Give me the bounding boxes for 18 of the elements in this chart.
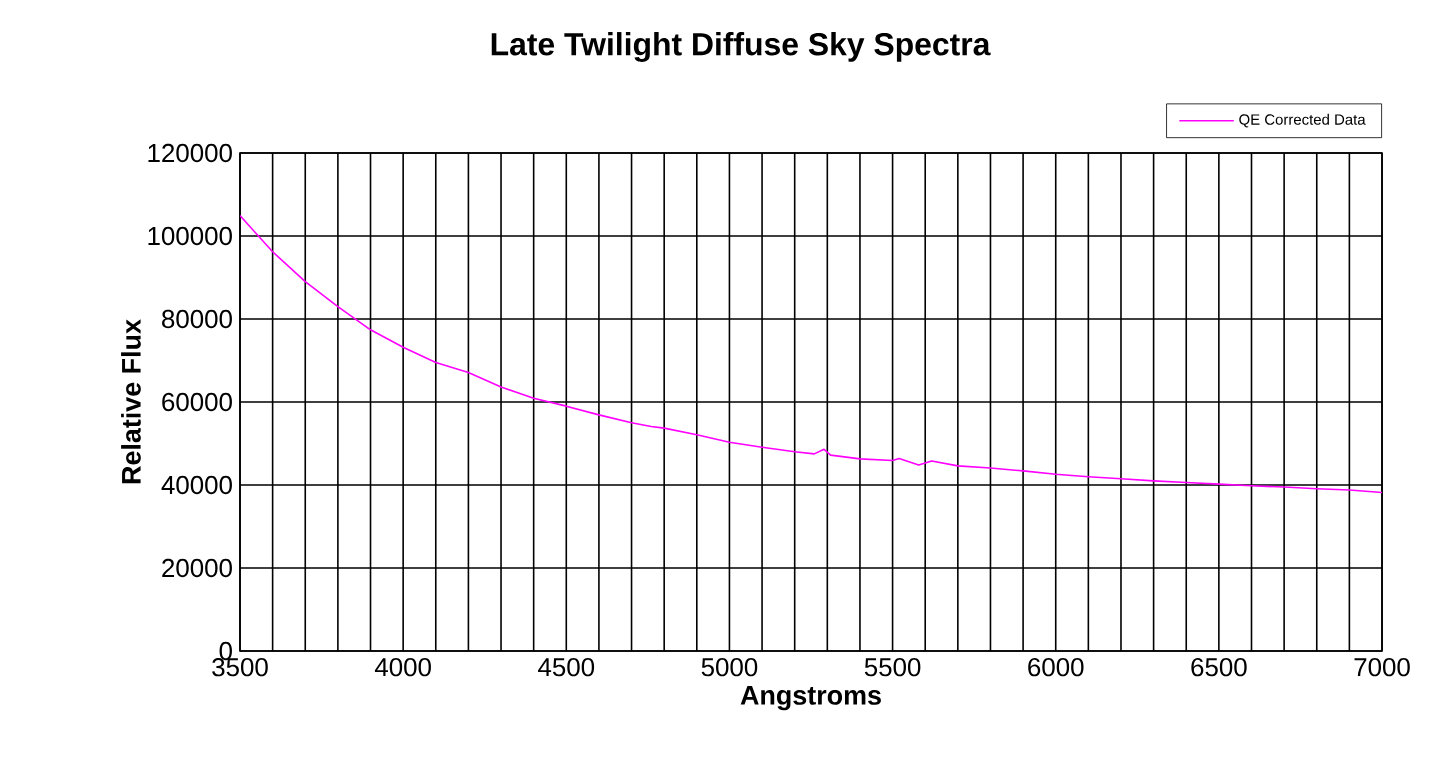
- chart-title: Late Twilight Diffuse Sky Spectra: [491, 32, 991, 62]
- y-axis-title: Relative Flux: [121, 319, 141, 484]
- x-tick-label: 4000: [374, 658, 431, 677]
- y-tick-label: 40000: [161, 475, 232, 495]
- x-tick-label: 5000: [701, 658, 758, 677]
- x-axis-title: Angstroms: [740, 686, 881, 711]
- y-tick-label: 80000: [162, 309, 232, 329]
- x-tick-label: 7000: [1354, 658, 1410, 677]
- y-tick-label: 120000: [148, 143, 232, 163]
- x-tick-label: 5500: [864, 658, 921, 677]
- y-tick-label: 20000: [162, 558, 232, 578]
- x-tick-label: 6000: [1028, 658, 1084, 677]
- x-tick-label: 4500: [538, 658, 595, 677]
- y-tick-label: 100000: [148, 226, 232, 246]
- line-series: [240, 214, 1383, 494]
- legend-label: QE Corrected Data: [1239, 113, 1366, 128]
- x-tick-label: 6500: [1191, 658, 1247, 677]
- y-tick-label: 60000: [162, 392, 232, 412]
